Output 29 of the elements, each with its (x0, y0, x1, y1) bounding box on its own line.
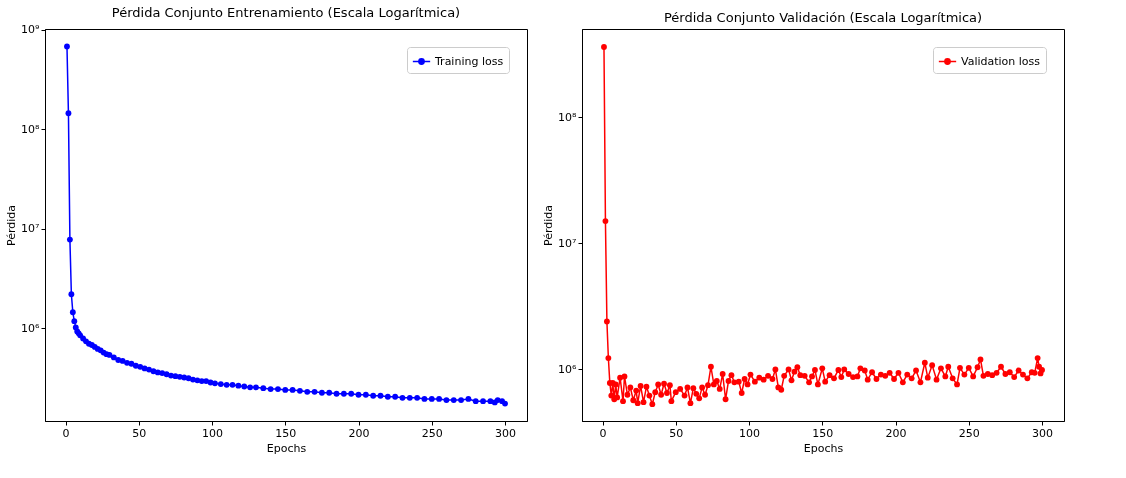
chart-title: Pérdida Conjunto Entrenamiento (Escala Logarítmica) (111, 4, 461, 20)
y-axis-title: Pérdida (5, 204, 19, 247)
x-tick-label: 250 (958, 426, 980, 440)
x-tick-label: 0 (62, 426, 70, 440)
x-axis-title: Epochs (266, 441, 307, 455)
legend-label: Training loss (434, 54, 504, 68)
y-axis-title: Pérdida (542, 204, 556, 247)
chart-title: Pérdida Conjunto Validación (Escala Logarítmica) (663, 10, 983, 25)
y-tick-label: 10⁹ (21, 23, 40, 37)
y-tick-label: 10⁷ (558, 236, 577, 250)
x-tick-label: 300 (495, 426, 517, 440)
y-tick-label: 10⁶ (21, 321, 41, 335)
x-tick-label: 300 (1032, 426, 1054, 440)
x-tick-label: 250 (421, 426, 443, 440)
y-tick-label: 10⁸ (558, 110, 578, 124)
x-tick-label: 50 (669, 426, 684, 440)
x-tick-label: 100 (202, 426, 224, 440)
y-tick-label: 10⁶ (558, 362, 578, 376)
x-tick-label: 150 (275, 426, 297, 440)
x-tick-label: 200 (885, 426, 907, 440)
x-tick-label: 100 (739, 426, 761, 440)
y-tick-label: 10⁷ (21, 222, 40, 236)
x-tick-label: 0 (599, 426, 607, 440)
x-tick-label: 50 (132, 426, 147, 440)
x-axis-title: Epochs (803, 441, 844, 455)
x-tick-label: 150 (812, 426, 834, 440)
legend-label: Validation loss (961, 54, 1041, 68)
y-tick-label: 10⁸ (21, 122, 41, 136)
x-tick-label: 200 (348, 426, 370, 440)
